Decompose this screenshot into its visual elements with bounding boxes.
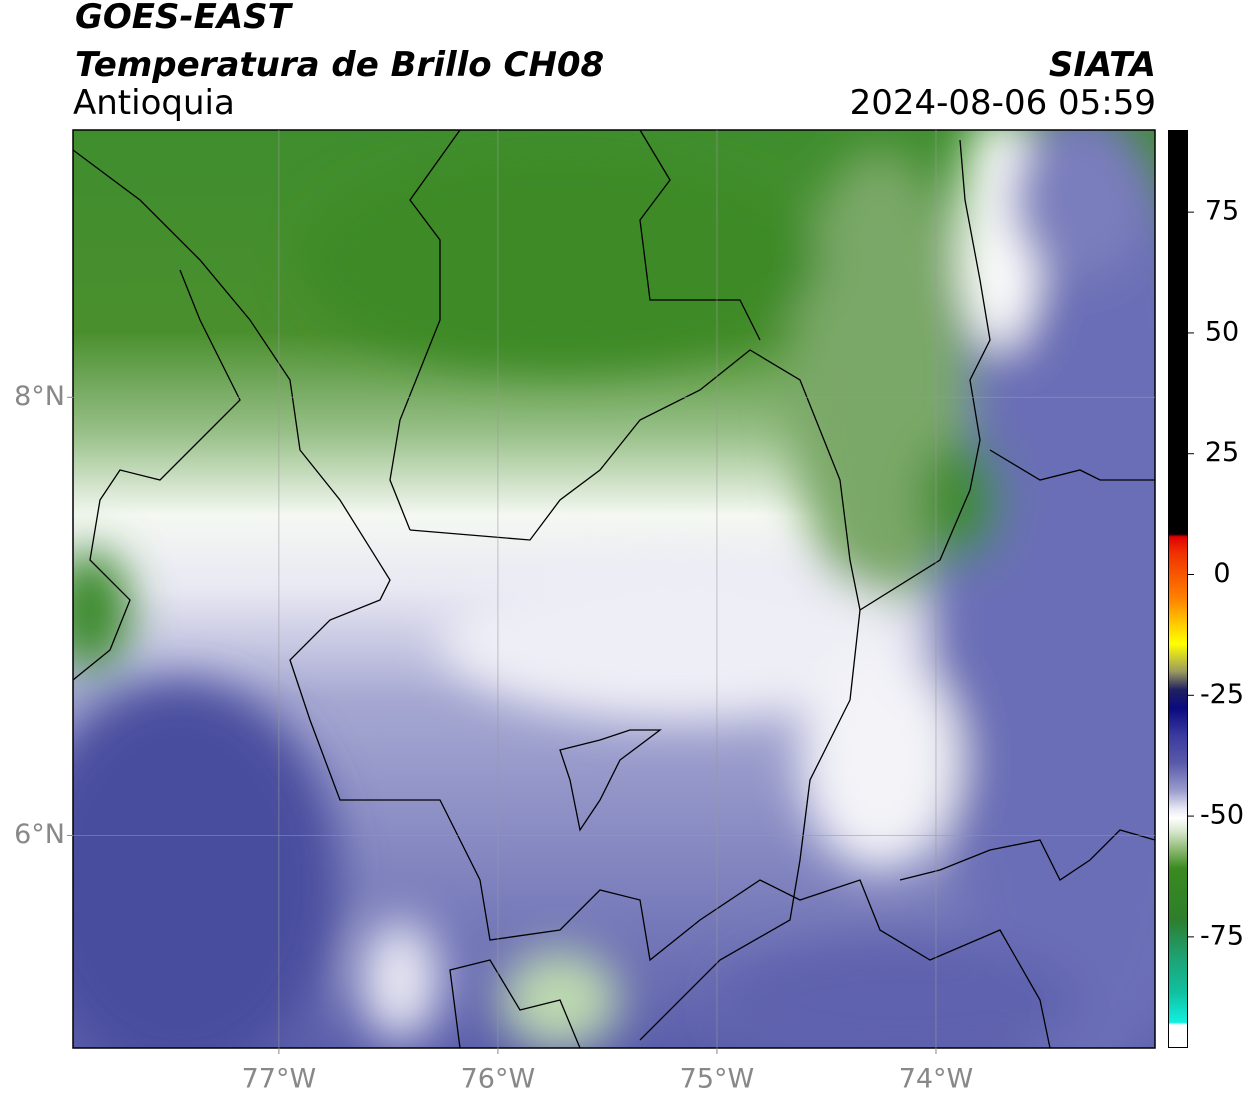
colorbar — [1168, 130, 1188, 1048]
satellite-image — [73, 130, 1155, 1048]
y-tick-label: 6°N — [14, 819, 65, 850]
source: SIATA — [1048, 45, 1156, 85]
colorbar-tick-label: 50 — [1205, 316, 1239, 347]
colorbar-tick-label: 75 — [1205, 196, 1239, 227]
y-tick-label: 8°N — [14, 381, 65, 412]
colorbar-tick-label: -75 — [1200, 920, 1244, 951]
x-tick-label: 76°W — [461, 1064, 536, 1095]
x-tick-label: 74°W — [899, 1064, 974, 1095]
region: Antioquia — [73, 83, 235, 123]
x-tick-label: 75°W — [680, 1064, 755, 1095]
timestamp: 2024-08-06 05:59 — [849, 83, 1156, 123]
colorbar-tick-label: 0 — [1213, 558, 1230, 589]
subtitle: Temperatura de Brillo CH08 — [75, 45, 605, 85]
colorbar-tick-label: 25 — [1205, 437, 1239, 468]
x-tick-label: 77°W — [242, 1064, 317, 1095]
title: GOES-EAST — [75, 0, 291, 37]
map-frame — [72, 129, 1156, 1049]
colorbar-tick-label: -25 — [1200, 679, 1244, 710]
boundaries — [73, 130, 1155, 1048]
colorbar-tick-label: -50 — [1200, 800, 1244, 831]
